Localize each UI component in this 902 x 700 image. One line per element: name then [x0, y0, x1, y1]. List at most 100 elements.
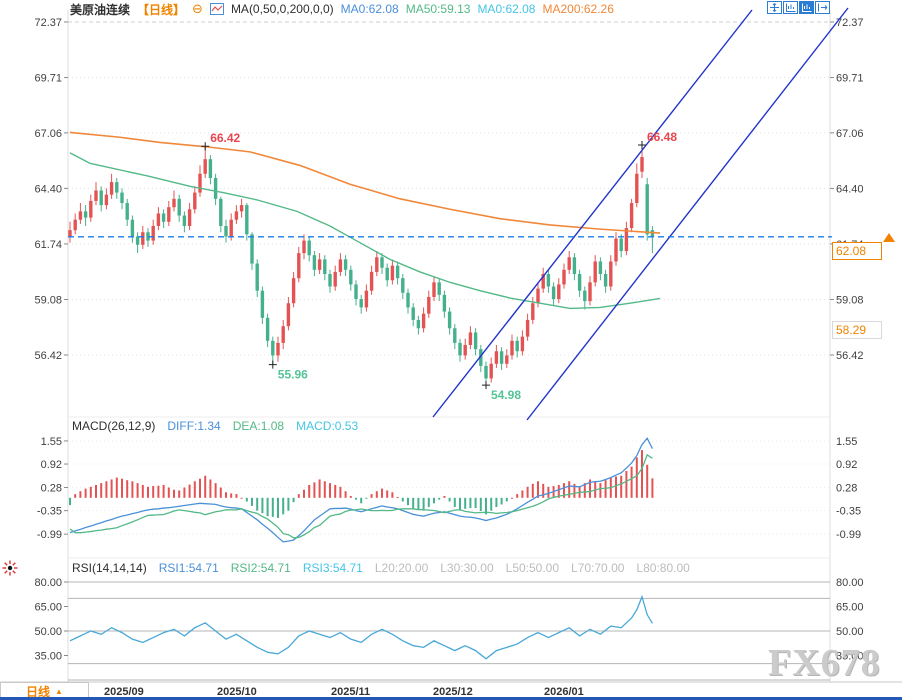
candle	[135, 232, 140, 254]
macd-bar	[563, 483, 565, 498]
candle	[156, 207, 161, 231]
macd-bar	[136, 483, 139, 498]
svg-text:0.92: 0.92	[836, 459, 857, 471]
macd-bar	[526, 486, 529, 498]
candle	[338, 253, 343, 277]
candle	[411, 303, 415, 327]
macd-bar	[173, 489, 175, 498]
macd-bar	[615, 476, 617, 498]
candle	[255, 259, 259, 297]
candle	[99, 186, 103, 212]
macd-bar	[521, 490, 524, 498]
candle	[583, 286, 587, 310]
macd-bar	[349, 495, 352, 498]
axes-chart-active-icon[interactable]	[799, 1, 814, 14]
macd-bar	[370, 494, 373, 498]
svg-text:1.55: 1.55	[41, 436, 62, 448]
macd-bar	[422, 497, 425, 511]
svg-text:66.42: 66.42	[210, 131, 240, 145]
svg-text:65.00: 65.00	[34, 602, 62, 614]
macd-bar	[583, 483, 586, 498]
macd-bar	[469, 497, 472, 509]
macd-dea-line	[69, 453, 653, 539]
macd-macd-value: MACD:0.53	[296, 419, 359, 433]
candle	[395, 261, 400, 285]
candle	[115, 177, 119, 199]
candle	[406, 288, 410, 314]
rsi-l50-label: L50:50.00	[505, 561, 560, 575]
svg-text:2025/09: 2025/09	[104, 686, 144, 698]
chart-header: 美原油连续 【日线】 ⊖ MA(0,50,0,200,0,0) MA0:62.0…	[70, 1, 614, 17]
macd-bar	[167, 487, 170, 498]
svg-text:-0.99: -0.99	[37, 529, 62, 541]
rsi-title: RSI(14,14,14)	[72, 561, 147, 575]
rsi-l30-label: L30:30.00	[440, 561, 494, 575]
macd-bar	[69, 497, 71, 506]
macd-bar	[240, 497, 243, 499]
candle	[453, 324, 457, 350]
candle	[609, 255, 613, 291]
candle	[239, 198, 244, 218]
candle	[416, 315, 421, 335]
bottom-border	[0, 697, 902, 700]
svg-text:0.92: 0.92	[41, 459, 62, 471]
macd-bar	[557, 484, 560, 498]
macd-bar	[651, 478, 654, 498]
macd-bar	[500, 497, 503, 505]
svg-text:1.55: 1.55	[836, 436, 857, 448]
ma-settings-label: MA(0,50,0,200,0,0)	[230, 2, 334, 16]
candle	[629, 198, 634, 233]
svg-text:69.71: 69.71	[836, 73, 864, 85]
candle	[187, 203, 192, 231]
candle	[577, 269, 582, 297]
candle	[421, 307, 426, 333]
macd-panel: 1.55 1.55 0.92 0.92 0.28 0.28 -0.35 -0.35 -0.99 -…	[37, 436, 861, 543]
svg-text:35.00: 35.00	[34, 650, 62, 662]
collapse-icon[interactable]: ⊖	[192, 1, 203, 16]
macd-bar	[131, 481, 134, 498]
candle	[473, 328, 478, 356]
indicator-chart-icon[interactable]	[209, 3, 224, 15]
macd-bar	[630, 466, 633, 498]
popout-icon[interactable]	[815, 1, 830, 14]
candle	[437, 278, 441, 302]
macd-bar	[271, 497, 274, 517]
svg-text:67.06: 67.06	[34, 128, 62, 140]
macd-bar	[490, 497, 493, 511]
macd-bar	[453, 497, 456, 507]
svg-text:59.08: 59.08	[836, 294, 864, 306]
candle	[68, 221, 72, 243]
candle	[182, 211, 187, 233]
macd-bar	[427, 497, 430, 507]
axes-chart-icon[interactable]	[783, 1, 798, 14]
candle	[265, 313, 270, 348]
rsi2-value: RSI2:54.71	[230, 561, 291, 575]
ma50-value: MA50:59.13	[405, 2, 471, 16]
period-arrow-icon: ▲	[55, 686, 63, 696]
candle	[369, 265, 374, 295]
indicator-settings-icon[interactable]	[2, 560, 18, 576]
svg-text:54.98: 54.98	[491, 388, 521, 402]
rsi-panel: 80.00 80.00 65.00 65.00 50.00 50.00 35.00 35.00	[34, 577, 864, 681]
macd-bar	[604, 480, 607, 498]
candle	[494, 344, 499, 368]
svg-text:50.00: 50.00	[836, 626, 864, 638]
date-axis: 2025/09 2025/10 2025/11 2025/12 2026/01	[104, 686, 584, 698]
svg-text:35.00: 35.00	[836, 650, 864, 662]
ma0-value: MA0:62.08	[340, 2, 399, 16]
candle	[89, 194, 93, 222]
candle	[354, 280, 358, 306]
pan-tool-icon[interactable]	[767, 1, 782, 14]
macd-bar	[100, 483, 103, 498]
candle	[359, 294, 363, 314]
svg-text:56.42: 56.42	[34, 350, 62, 362]
candle	[193, 186, 197, 214]
macd-bar	[266, 497, 269, 517]
svg-text:69.71: 69.71	[34, 73, 62, 85]
candle	[349, 265, 353, 291]
macd-bar	[474, 497, 477, 509]
macd-title: MACD(26,12,9)	[72, 419, 156, 433]
candle	[432, 276, 436, 302]
svg-text:-0.35: -0.35	[836, 506, 861, 518]
symbol-name: 美原油连续	[70, 2, 131, 17]
